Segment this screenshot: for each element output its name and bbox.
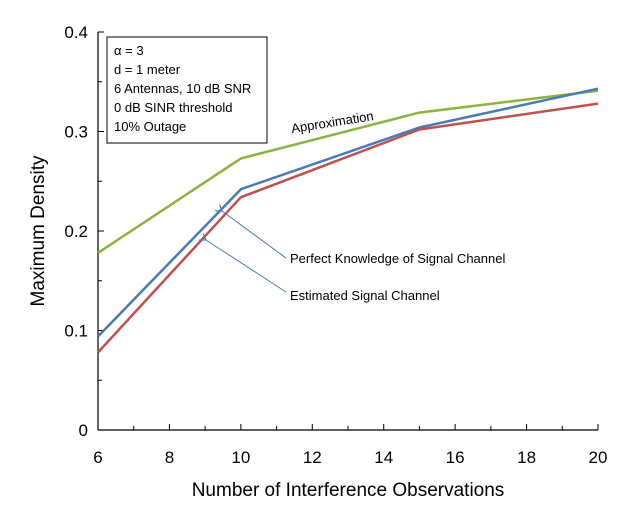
x-tick-label: 6 (93, 448, 102, 467)
series-line-approximation (97, 89, 599, 254)
x-tick-label: 12 (303, 448, 322, 467)
x-axis-title: Number of Interference Observations (192, 480, 505, 501)
annotation-estimated: Estimated Signal Channel (290, 288, 440, 303)
axis-ticks (97, 31, 599, 431)
param-antennas: 6 Antennas, 10 dB SNR (114, 81, 251, 96)
annotation-approximation: Approximation (290, 108, 374, 136)
x-tick-label: 8 (165, 448, 174, 467)
arrow-estimated (206, 240, 287, 293)
y-tick-label: 0.4 (64, 23, 88, 42)
y-tick-label: 0.3 (64, 123, 88, 142)
x-tick-label: 14 (374, 448, 393, 467)
param-distance: d = 1 meter (114, 62, 181, 77)
x-tick-label: 18 (517, 448, 536, 467)
y-tick-label: 0 (79, 421, 88, 440)
x-tick-label: 20 (589, 448, 608, 467)
parameter-box: α = 3 d = 1 meter 6 Antennas, 10 dB SNR … (106, 36, 268, 144)
y-tick-label: 0.2 (64, 222, 88, 241)
param-alpha: α = 3 (114, 43, 144, 58)
param-outage: 10% Outage (114, 119, 186, 134)
annotation-perfect: Perfect Knowledge of Signal Channel (290, 251, 505, 266)
param-threshold: 0 dB SINR threshold (114, 100, 233, 115)
series-lines (97, 87, 599, 354)
series-line-perfect-knowledge-of-signal-channel (97, 87, 599, 338)
y-axis-title: Maximum Density (28, 155, 49, 306)
x-tick-label: 16 (446, 448, 465, 467)
series-line-estimated-signal-channel (97, 102, 599, 354)
arrow-perfect (222, 211, 287, 259)
x-tick-label: 10 (231, 448, 250, 467)
tick-labels: 0 0.1 0.2 0.3 0.4 6 8 10 12 14 16 18 20 (64, 23, 607, 467)
y-tick-label: 0.1 (64, 322, 88, 341)
